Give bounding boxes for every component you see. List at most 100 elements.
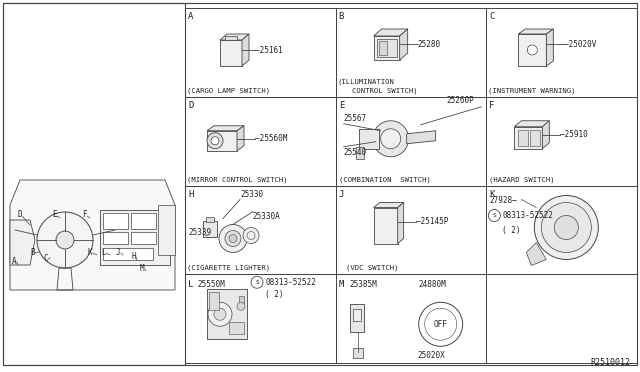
Text: D: D xyxy=(188,101,193,110)
Text: K: K xyxy=(88,248,93,257)
Circle shape xyxy=(211,137,219,145)
Circle shape xyxy=(381,129,401,149)
Text: ( 2): ( 2) xyxy=(265,290,284,299)
Text: (CARGO LAMP SWITCH): (CARGO LAMP SWITCH) xyxy=(187,87,270,94)
Bar xyxy=(518,34,547,66)
Circle shape xyxy=(425,308,457,340)
Text: —25910: —25910 xyxy=(561,130,588,139)
Text: (COMBINATION  SWITCH): (COMBINATION SWITCH) xyxy=(339,176,431,183)
Circle shape xyxy=(214,308,226,320)
Text: 25260P: 25260P xyxy=(446,96,474,105)
Text: (INSTRUMENT WARNING): (INSTRUMENT WARNING) xyxy=(488,87,576,94)
Text: C: C xyxy=(43,254,47,263)
Text: J: J xyxy=(339,189,344,199)
Bar xyxy=(335,8,486,97)
Text: —25560M: —25560M xyxy=(255,134,287,143)
Bar xyxy=(185,8,335,97)
Bar xyxy=(100,210,170,265)
Polygon shape xyxy=(542,121,549,149)
Circle shape xyxy=(527,45,538,55)
Bar xyxy=(103,232,128,244)
Text: 08313-52522: 08313-52522 xyxy=(265,278,316,287)
Circle shape xyxy=(208,302,232,326)
Bar xyxy=(207,131,237,151)
Bar xyxy=(239,296,244,304)
Text: 27928—: 27928— xyxy=(490,196,517,205)
Bar xyxy=(349,304,364,332)
Bar xyxy=(356,147,364,159)
Bar xyxy=(220,40,242,66)
Bar xyxy=(379,41,387,55)
Text: B: B xyxy=(30,248,35,257)
Bar xyxy=(335,186,486,274)
Circle shape xyxy=(554,215,579,240)
Bar xyxy=(518,130,529,146)
Circle shape xyxy=(207,133,223,149)
Text: F: F xyxy=(490,101,495,110)
Bar xyxy=(353,309,361,321)
Text: (CIGARETTE LIGHTER): (CIGARETTE LIGHTER) xyxy=(187,265,270,271)
Circle shape xyxy=(534,196,598,260)
Circle shape xyxy=(219,224,247,253)
Text: (HAZARD SWITCH): (HAZARD SWITCH) xyxy=(490,176,555,183)
Text: —25145P: —25145P xyxy=(415,217,448,226)
Bar xyxy=(377,39,397,57)
Circle shape xyxy=(541,202,591,253)
Bar xyxy=(158,205,175,255)
Polygon shape xyxy=(10,180,175,290)
Bar xyxy=(3,3,185,365)
Text: M: M xyxy=(339,280,344,289)
Text: L: L xyxy=(101,248,106,257)
Text: CONTROL SWITCH): CONTROL SWITCH) xyxy=(351,87,417,94)
Bar xyxy=(206,217,214,221)
Text: H: H xyxy=(131,252,136,261)
Circle shape xyxy=(237,302,245,310)
Bar xyxy=(225,36,237,40)
Circle shape xyxy=(229,234,237,243)
Bar xyxy=(531,130,540,146)
Text: 25020X: 25020X xyxy=(418,351,445,360)
Circle shape xyxy=(37,212,93,268)
Bar xyxy=(335,97,486,186)
Text: D: D xyxy=(18,210,22,219)
Text: 25280: 25280 xyxy=(418,39,441,48)
Bar xyxy=(486,186,637,274)
Bar xyxy=(185,97,335,186)
Circle shape xyxy=(56,231,74,249)
Text: B: B xyxy=(339,12,344,21)
Polygon shape xyxy=(207,126,244,131)
Bar xyxy=(515,127,542,149)
Text: J: J xyxy=(116,248,120,257)
Polygon shape xyxy=(10,220,35,265)
Bar xyxy=(209,292,219,310)
Text: 24880M: 24880M xyxy=(419,280,447,289)
Bar xyxy=(103,248,153,260)
Bar xyxy=(103,213,128,229)
Text: R2510012: R2510012 xyxy=(590,358,630,367)
Polygon shape xyxy=(242,34,249,66)
Text: H: H xyxy=(188,189,193,199)
Circle shape xyxy=(372,121,409,157)
Text: S: S xyxy=(255,280,259,285)
Text: —25161: —25161 xyxy=(255,45,283,55)
Bar xyxy=(335,274,486,363)
Text: A: A xyxy=(12,257,17,266)
Circle shape xyxy=(243,228,259,244)
Text: 25385M: 25385M xyxy=(349,280,378,289)
Polygon shape xyxy=(406,131,436,144)
Text: 08313-52522: 08313-52522 xyxy=(502,211,553,220)
Polygon shape xyxy=(515,121,549,127)
Circle shape xyxy=(251,276,263,288)
Text: A: A xyxy=(188,12,193,21)
Polygon shape xyxy=(526,243,547,266)
Text: 25330A: 25330A xyxy=(252,212,280,221)
Text: S: S xyxy=(492,213,496,218)
Bar xyxy=(374,36,399,60)
Bar xyxy=(185,274,335,363)
Polygon shape xyxy=(399,29,408,60)
Bar xyxy=(374,208,397,244)
Bar xyxy=(131,213,156,229)
Text: 25339: 25339 xyxy=(188,228,211,237)
Text: 25330: 25330 xyxy=(240,189,263,199)
Polygon shape xyxy=(397,202,404,244)
